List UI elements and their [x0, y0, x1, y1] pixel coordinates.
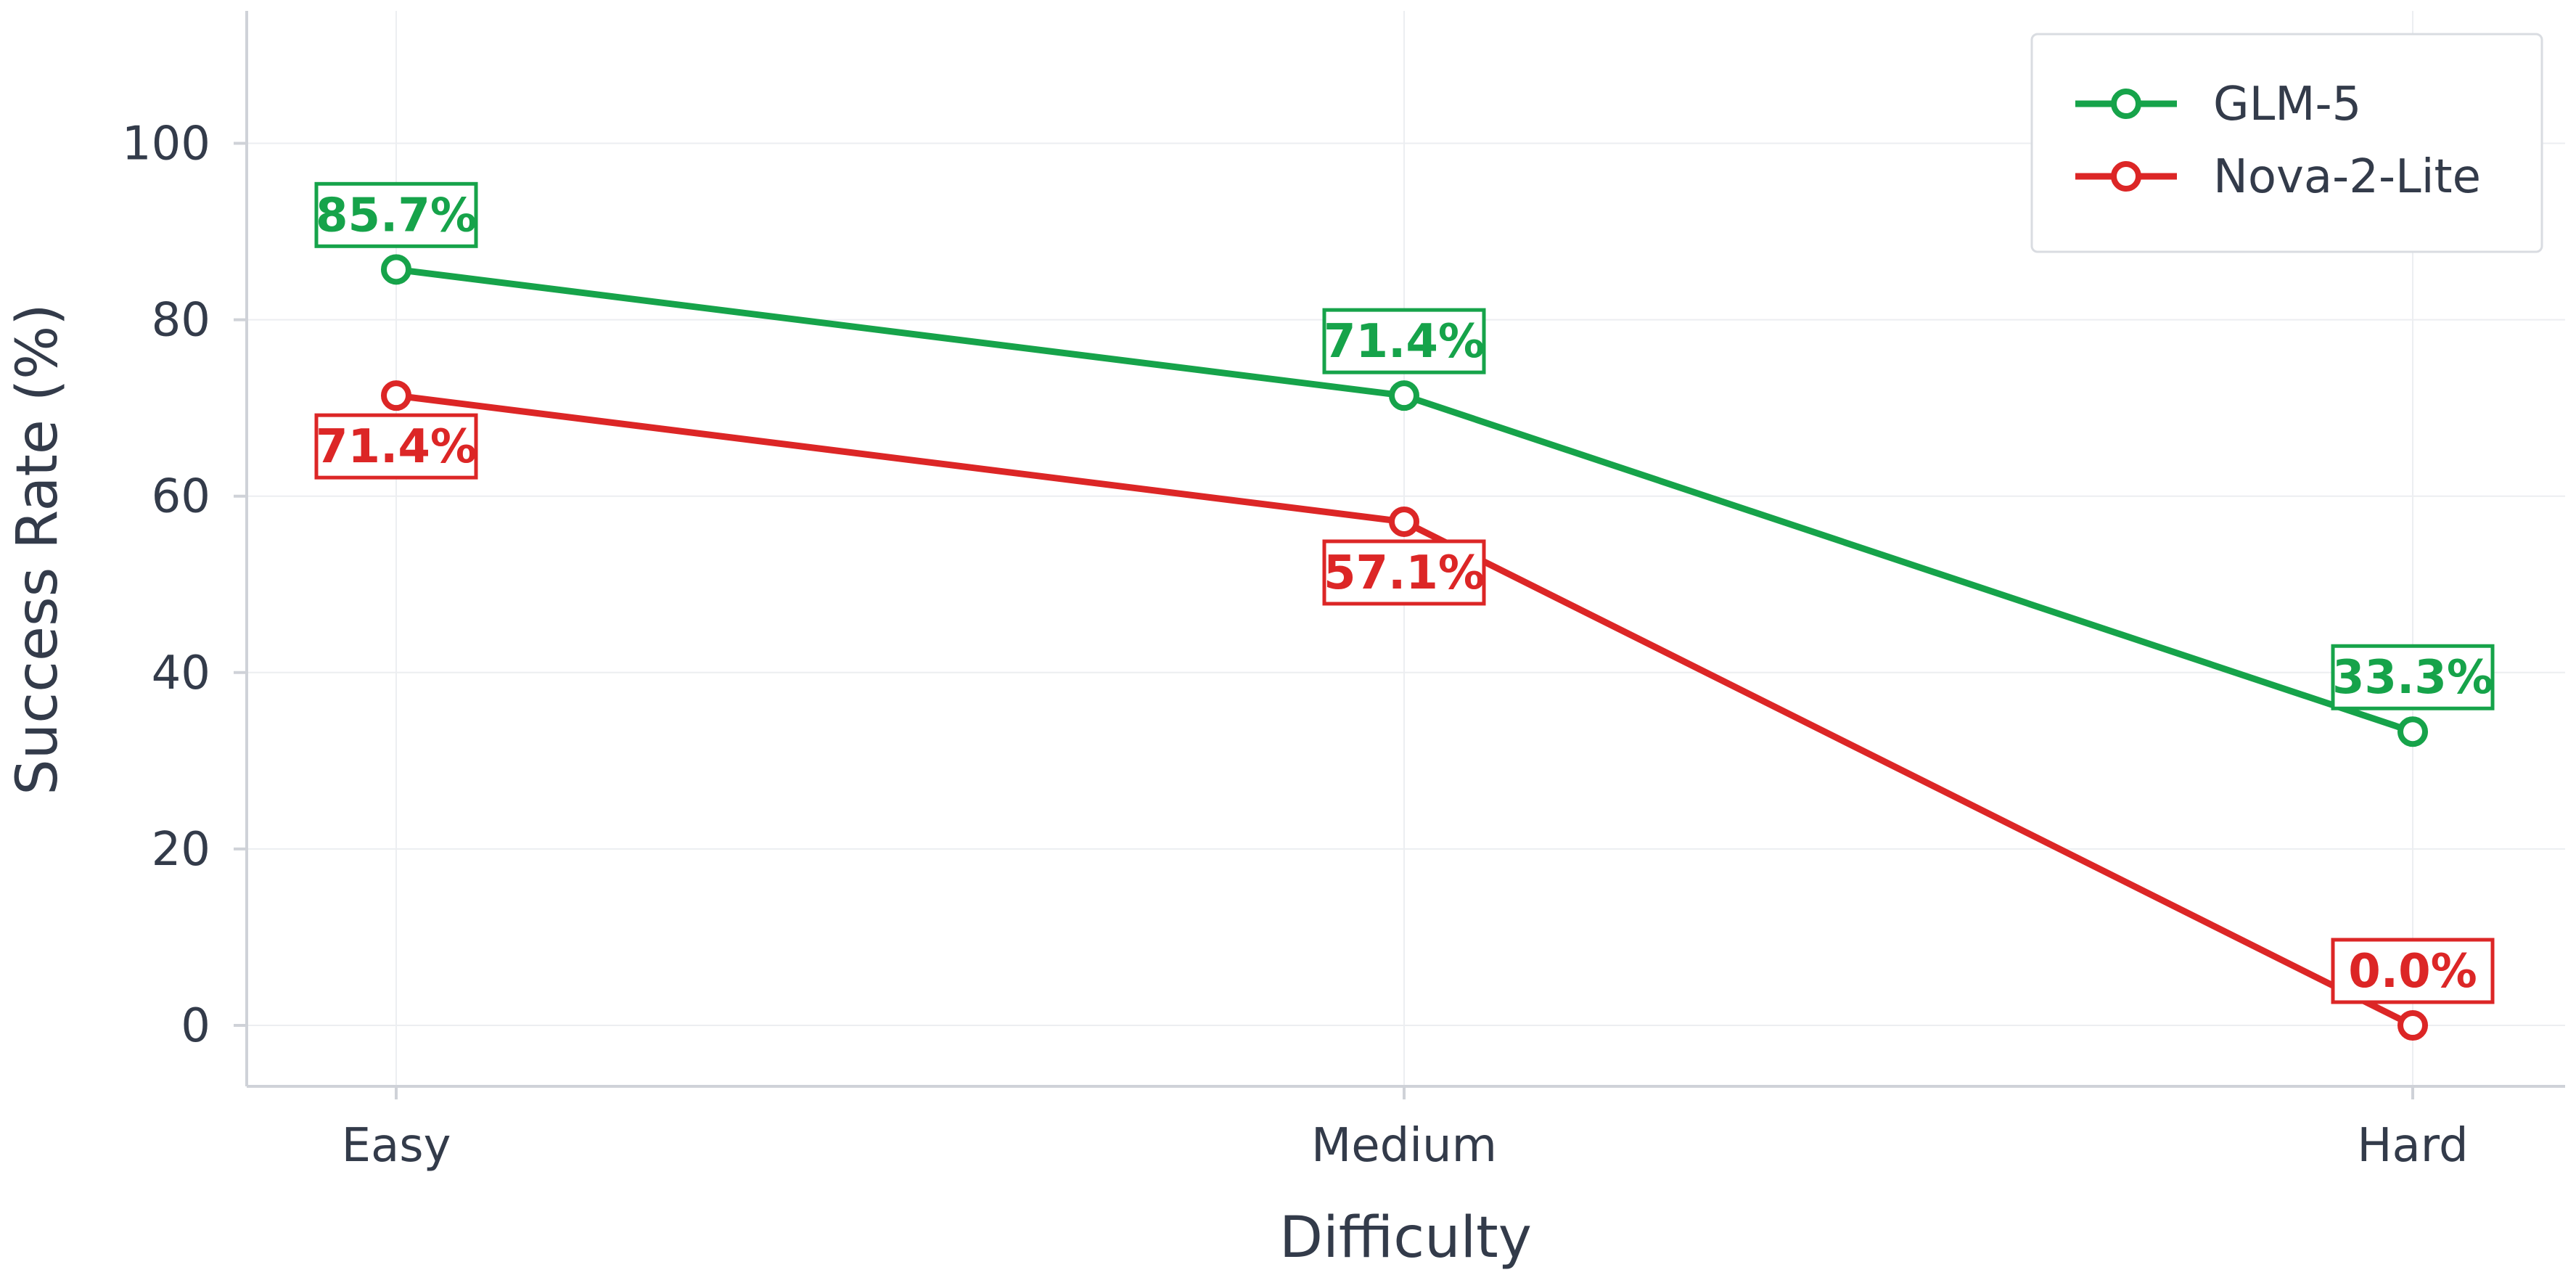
data-label: 71.4%	[314, 413, 478, 480]
y-axis-ticks: 0 20 40 60 80 100	[122, 118, 247, 1053]
y-tick-label: 40	[152, 647, 210, 700]
legend-label: GLM-5	[2213, 78, 2361, 131]
x-axis-title: Difficulty	[1279, 1205, 1532, 1271]
data-label: 57.1%	[1322, 539, 1486, 606]
y-tick-label: 0	[181, 999, 210, 1053]
data-point-marker	[1389, 506, 1419, 537]
series-lines	[381, 254, 2428, 1041]
data-label: 85.7%	[314, 181, 478, 248]
data-point-marker	[2397, 716, 2428, 747]
data-label-text: 71.4%	[1324, 315, 1485, 369]
data-label: 33.3%	[2331, 644, 2495, 710]
legend-marker	[2111, 161, 2141, 192]
legend: GLM-5 Nova-2-Lite	[2030, 33, 2543, 253]
data-point-marker	[381, 380, 411, 411]
data-label: 0.0%	[2331, 938, 2495, 1004]
data-label-text: 57.1%	[1324, 546, 1485, 600]
data-point-marker	[1389, 380, 1419, 411]
legend-marker	[2111, 89, 2141, 119]
data-point-marker	[381, 254, 411, 285]
x-tick-label: Easy	[342, 1119, 451, 1173]
data-label-text: 71.4%	[316, 420, 477, 474]
data-point-marker	[2397, 1010, 2428, 1041]
legend-label: Nova-2-Lite	[2213, 150, 2481, 204]
y-tick-label: 100	[122, 118, 210, 171]
data-label-text: 85.7%	[316, 189, 477, 242]
data-labels: 85.7% 71.4% 33.3% 71.4% 57.1% 0.0%	[314, 181, 2495, 1004]
y-tick-label: 60	[152, 470, 210, 524]
data-label-box	[2331, 644, 2495, 710]
data-label-box	[2331, 938, 2495, 1004]
data-label-box	[1322, 539, 1486, 606]
x-tick-label: Hard	[2357, 1119, 2468, 1173]
data-label-box	[314, 413, 478, 480]
data-label-text: 0.0%	[2348, 945, 2477, 999]
data-label-box	[1322, 308, 1486, 374]
data-label-text: 33.3%	[2332, 651, 2493, 705]
x-axis-ticks: Easy Medium Hard	[342, 1086, 2469, 1173]
y-tick-label: 20	[152, 823, 210, 877]
legend-box	[2030, 33, 2543, 253]
y-tick-label: 80	[152, 294, 210, 348]
axes	[245, 11, 2565, 1088]
y-axis-title: Success Rate (%)	[5, 303, 70, 795]
x-tick-label: Medium	[1311, 1119, 1497, 1173]
data-label: 71.4%	[1322, 308, 1486, 374]
data-label-box	[314, 181, 478, 248]
